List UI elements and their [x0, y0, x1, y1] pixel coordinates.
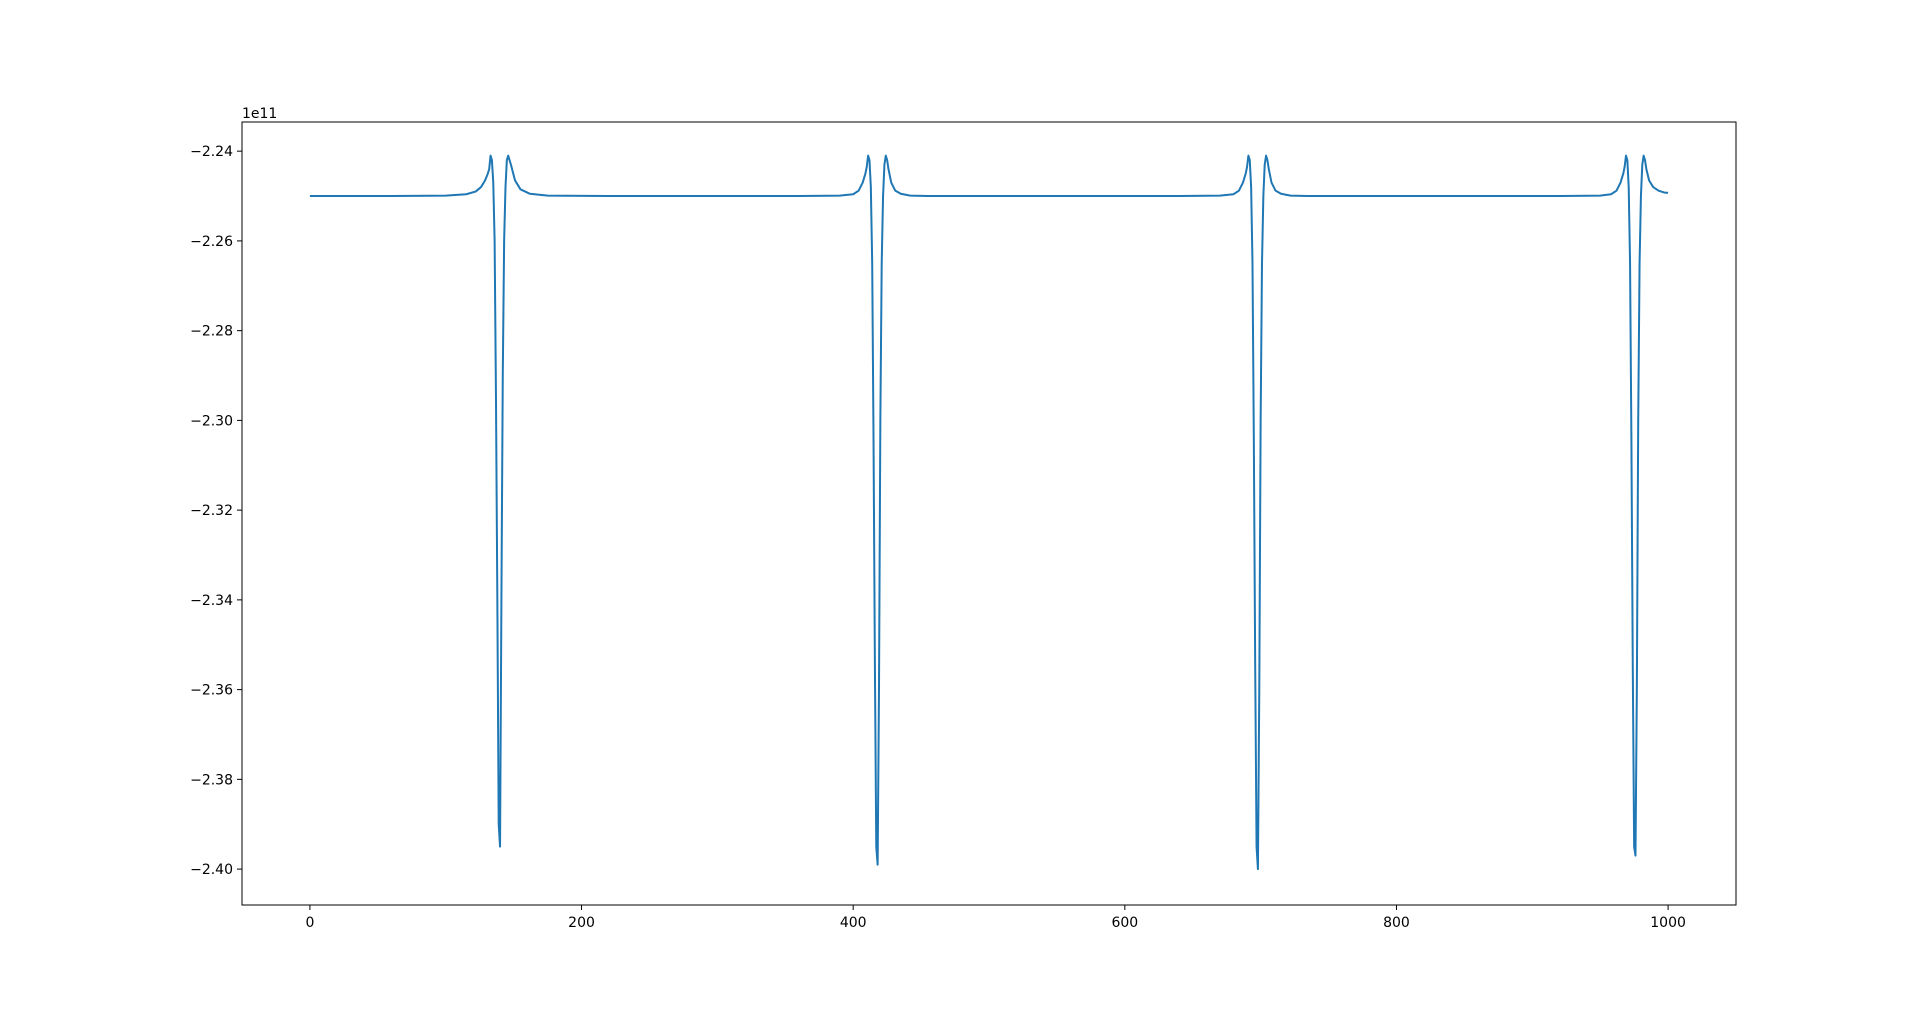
x-tick-label: 1000: [1650, 915, 1686, 931]
y-tick-label: −2.36: [190, 683, 233, 699]
plot-area: [309, 154, 1669, 871]
y-tick-label: −2.24: [190, 144, 233, 160]
y-axis: −2.24 −2.26 −2.28 −2.30 −2.32 −2.34 −2.36 −2.38…: [190, 144, 242, 878]
y-offset-label: 1e11: [242, 106, 277, 122]
x-tick-label: 0: [305, 915, 314, 931]
y-tick-label: −2.30: [190, 413, 233, 429]
y-tick-label: −2.26: [190, 234, 233, 250]
axes-frame: [241, 121, 1737, 906]
series-line-0: [309, 154, 1669, 871]
y-tick-label: −2.34: [190, 593, 233, 609]
y-tick-label: −2.32: [190, 503, 233, 519]
x-axis: 0 200 400 600 800 1000: [305, 905, 1686, 931]
y-tick-label: −2.28: [190, 324, 233, 340]
y-tick-label: −2.38: [190, 772, 233, 788]
x-tick-label: 600: [1111, 915, 1138, 931]
x-tick-label: 400: [840, 915, 867, 931]
y-tick-label: −2.40: [190, 862, 233, 878]
x-tick-label: 200: [568, 915, 595, 931]
x-tick-label: 800: [1383, 915, 1410, 931]
